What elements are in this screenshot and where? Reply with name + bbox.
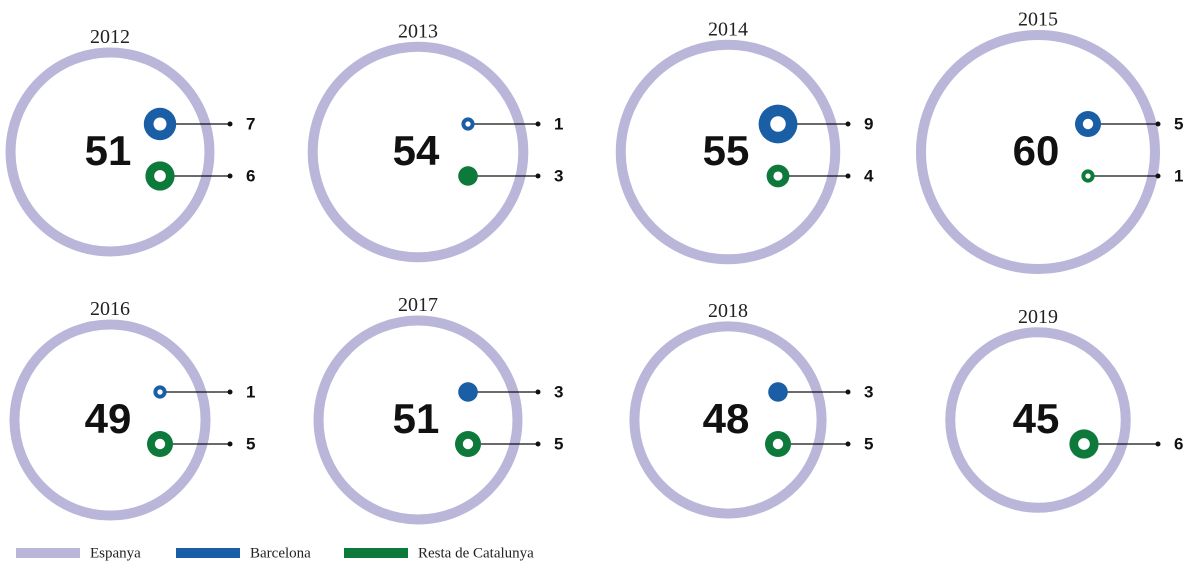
- leader-dot: [1155, 441, 1161, 447]
- bubble-value: 5: [1174, 114, 1183, 133]
- leader-dot: [845, 389, 851, 395]
- espanya-circle: [307, 41, 529, 263]
- espanya-value: 51: [85, 127, 132, 174]
- legend-label: Espanya: [90, 545, 141, 561]
- leader-dot: [227, 441, 233, 447]
- year-label: 2015: [1018, 9, 1058, 31]
- espanya-circle: [313, 315, 523, 525]
- bubble-hole: [465, 121, 471, 127]
- leader-dot: [1155, 173, 1161, 179]
- leader-dot: [1155, 121, 1161, 127]
- espanya-circle: [916, 30, 1160, 274]
- espanya-circle: [5, 47, 215, 257]
- espanya-circle: [615, 39, 841, 265]
- year-label: 2019: [1018, 306, 1058, 328]
- espanya-value: 51: [393, 395, 440, 442]
- bubble-hole: [773, 171, 783, 181]
- year-label: 2017: [398, 294, 438, 316]
- espanya-value: 48: [703, 395, 750, 442]
- leader-dot: [535, 389, 541, 395]
- year-label: 2018: [708, 300, 748, 322]
- leader-dot: [227, 389, 233, 395]
- leader-dot: [845, 173, 851, 179]
- year-label: 2016: [90, 298, 130, 320]
- bubble-value: 1: [554, 114, 563, 133]
- bubble-value: 3: [554, 382, 563, 401]
- espanya-circle: [9, 319, 211, 521]
- legend-swatch: [176, 548, 240, 558]
- bubble-value: 5: [554, 434, 563, 453]
- bubble-hole: [1082, 118, 1094, 130]
- bubble-hole: [153, 117, 167, 131]
- bubble-hole: [462, 438, 474, 450]
- bubble-value: 1: [1174, 166, 1183, 185]
- legend-swatch: [344, 548, 408, 558]
- year-label: 2014: [708, 18, 748, 40]
- bubble-value: 1: [246, 382, 255, 401]
- bubble-hole: [1078, 438, 1090, 450]
- legend-swatch: [16, 548, 80, 558]
- legend-label: Resta de Catalunya: [418, 545, 534, 561]
- bubble: [458, 166, 478, 186]
- bubble-hole: [1085, 173, 1091, 179]
- bubble-value: 4: [864, 166, 874, 185]
- legend-label: Barcelona: [250, 545, 311, 561]
- year-label: 2012: [90, 26, 130, 48]
- leader-dot: [845, 121, 851, 127]
- bubble: [768, 382, 788, 402]
- espanya-value: 49: [85, 395, 132, 442]
- espanya-value: 54: [393, 127, 440, 174]
- bubble-value: 3: [554, 166, 563, 185]
- espanya-value: 45: [1013, 395, 1060, 442]
- bubble-value: 5: [246, 434, 255, 453]
- bubble-value: 7: [246, 114, 255, 133]
- leader-dot: [535, 173, 541, 179]
- bubble-value: 5: [864, 434, 873, 453]
- bubble-hole: [154, 170, 166, 182]
- espanya-circle: [629, 321, 827, 519]
- leader-dot: [227, 173, 233, 179]
- bubble-value: 3: [864, 382, 873, 401]
- leader-dot: [535, 121, 541, 127]
- leader-dot: [845, 441, 851, 447]
- espanya-value: 55: [703, 127, 750, 174]
- bubble-hole: [157, 389, 163, 395]
- bubble-hole: [770, 116, 786, 132]
- bubble: [458, 382, 478, 402]
- leader-dot: [227, 121, 233, 127]
- year-label: 2013: [398, 20, 438, 42]
- bubble-value: 6: [1174, 434, 1183, 453]
- leader-dot: [535, 441, 541, 447]
- bubble-value: 6: [246, 166, 255, 185]
- espanya-value: 60: [1013, 127, 1060, 174]
- bubble-value: 9: [864, 114, 873, 133]
- bubble-hole: [154, 438, 166, 450]
- espanya-circle: [945, 327, 1131, 513]
- bubble-hole: [772, 438, 784, 450]
